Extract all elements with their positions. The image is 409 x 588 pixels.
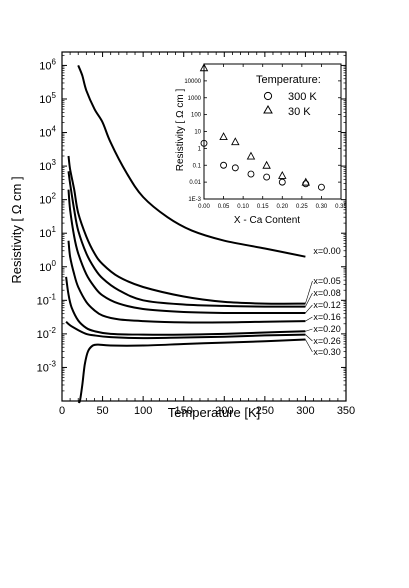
curve-x-0-26: [65, 320, 306, 340]
main-x-axis-title: Temperature [K]: [168, 405, 261, 420]
inset-y-tick-label: 10000: [184, 79, 201, 85]
inset-point-30k: [278, 170, 287, 179]
main-y-axis-title: Resistivity [ Ω cm ]: [9, 176, 24, 283]
curve-label-leader: [305, 292, 313, 307]
inset-legend: Temperature: 300 K 30 K: [256, 74, 321, 118]
curve-label-leader: [305, 339, 313, 353]
y-tick-label: 103: [39, 158, 56, 173]
x-tick-label: 100: [134, 405, 152, 417]
inset-point-30k: [231, 137, 240, 146]
inset-x-axis-title: X - Ca Content: [234, 215, 300, 226]
curve-label: x=0.26: [313, 336, 340, 346]
curve-label-leader: [305, 328, 313, 332]
inset-x-tick-label: 0.30: [316, 204, 328, 210]
inset-x-tick-label: 0.25: [296, 204, 308, 210]
inset-plot-frame: [203, 63, 342, 200]
x-tick-label: 300: [296, 405, 314, 417]
curve-label: x=0.16: [313, 312, 340, 322]
y-tick-label: 10-1: [37, 292, 57, 307]
x-tick-label: 250: [256, 405, 274, 417]
inset-y-tick-label: 0.1: [193, 163, 202, 169]
curve-x-0-00: [77, 65, 306, 258]
y-tick-label: 105: [39, 91, 56, 106]
x-tick-label: 200: [215, 405, 233, 417]
inset-point-300k: [200, 139, 208, 147]
y-tick-label: 10-2: [37, 326, 57, 341]
inset-y-tick-label: 1: [198, 146, 202, 152]
inset-x-tick-label: 0.00: [198, 204, 210, 210]
inset-y-tick-label: 1E-3: [188, 197, 201, 203]
y-tick-label: 102: [39, 192, 56, 207]
x-tick-label: 350: [337, 405, 355, 417]
inset-y-tick-label: 0.01: [189, 180, 201, 186]
curve-label: x=0.05: [313, 276, 340, 286]
legend-title: Temperature:: [256, 74, 321, 86]
inset-point-300k: [247, 170, 255, 178]
main-curves: [65, 65, 306, 404]
y-tick-label: 106: [39, 57, 56, 72]
inset-x-tick-label: 0.10: [237, 204, 249, 210]
inset-x-tick-label: 0.05: [218, 204, 230, 210]
curve-label-leader: [305, 316, 313, 322]
main-plot-frame: [61, 51, 347, 402]
inset-points: [199, 63, 325, 191]
curve-x-0-20: [65, 276, 306, 336]
inset-point-300k: [220, 161, 228, 169]
inset-y-tick-label: 100: [191, 113, 202, 119]
y-tick-label: 101: [39, 225, 56, 240]
curve-x-0-08: [67, 171, 306, 308]
inset-y-tick-label: 10: [194, 130, 201, 136]
inset-point-30k: [262, 160, 271, 169]
curve-label-leader: [305, 304, 313, 314]
curve-labels: x=0.00 x=0.05 x=0.08 x=0.12 x=0.16 x=0.20 x=0.…: [305, 246, 341, 357]
curve-label: x=0.12: [313, 300, 340, 310]
x-tick-label: 0: [59, 405, 65, 417]
inset-point-30k: [301, 177, 311, 186]
x-tick-label: 50: [96, 405, 108, 417]
y-tick-label: 104: [39, 125, 56, 140]
inset-x-tick-label: 0.20: [276, 204, 288, 210]
inset-point-300k: [231, 164, 239, 172]
inset-point-30k: [219, 132, 228, 141]
legend-triangle-marker: [263, 104, 273, 114]
x-tick-label: 150: [175, 405, 193, 417]
y-tick-label: 10-3: [37, 359, 57, 374]
inset-point-300k: [263, 173, 271, 181]
inset-y-axis-title: Resistivity [ Ω cm ]: [175, 89, 186, 172]
curve-label-leader: [305, 280, 313, 304]
curve-x-0-05: [67, 155, 306, 305]
inset-point-30k: [246, 151, 256, 160]
curve-label-leader: [305, 334, 313, 342]
inset-point-300k: [317, 183, 325, 191]
legend-circle-marker: [263, 91, 273, 101]
curve-label: x=0.30: [313, 347, 340, 357]
y-tick-label: 100: [39, 259, 56, 274]
inset-plot-area: 0.00 0.05 0.10 0.15 0.20 0.25 0.30 0.35 1E-3 0.01…: [184, 63, 347, 210]
curve-x-0-16: [67, 240, 306, 324]
curve-label: x=0.08: [313, 288, 340, 298]
inset-x-tick-label: 0.35: [335, 204, 347, 210]
inset-y-tick-label: 1000: [188, 96, 202, 102]
curve-x-0-12: [67, 189, 306, 315]
inset-x-tick-label: 0.15: [257, 204, 269, 210]
curve-x-0-30: [77, 338, 306, 404]
legend-label-300k: 300 K: [288, 91, 317, 103]
inset-point-30k: [199, 63, 209, 72]
curve-label: x=0.20: [313, 324, 340, 334]
curve-label: x=0.00: [313, 246, 340, 256]
legend-label-30k: 30 K: [288, 106, 311, 118]
inset-point-300k: [278, 178, 286, 186]
